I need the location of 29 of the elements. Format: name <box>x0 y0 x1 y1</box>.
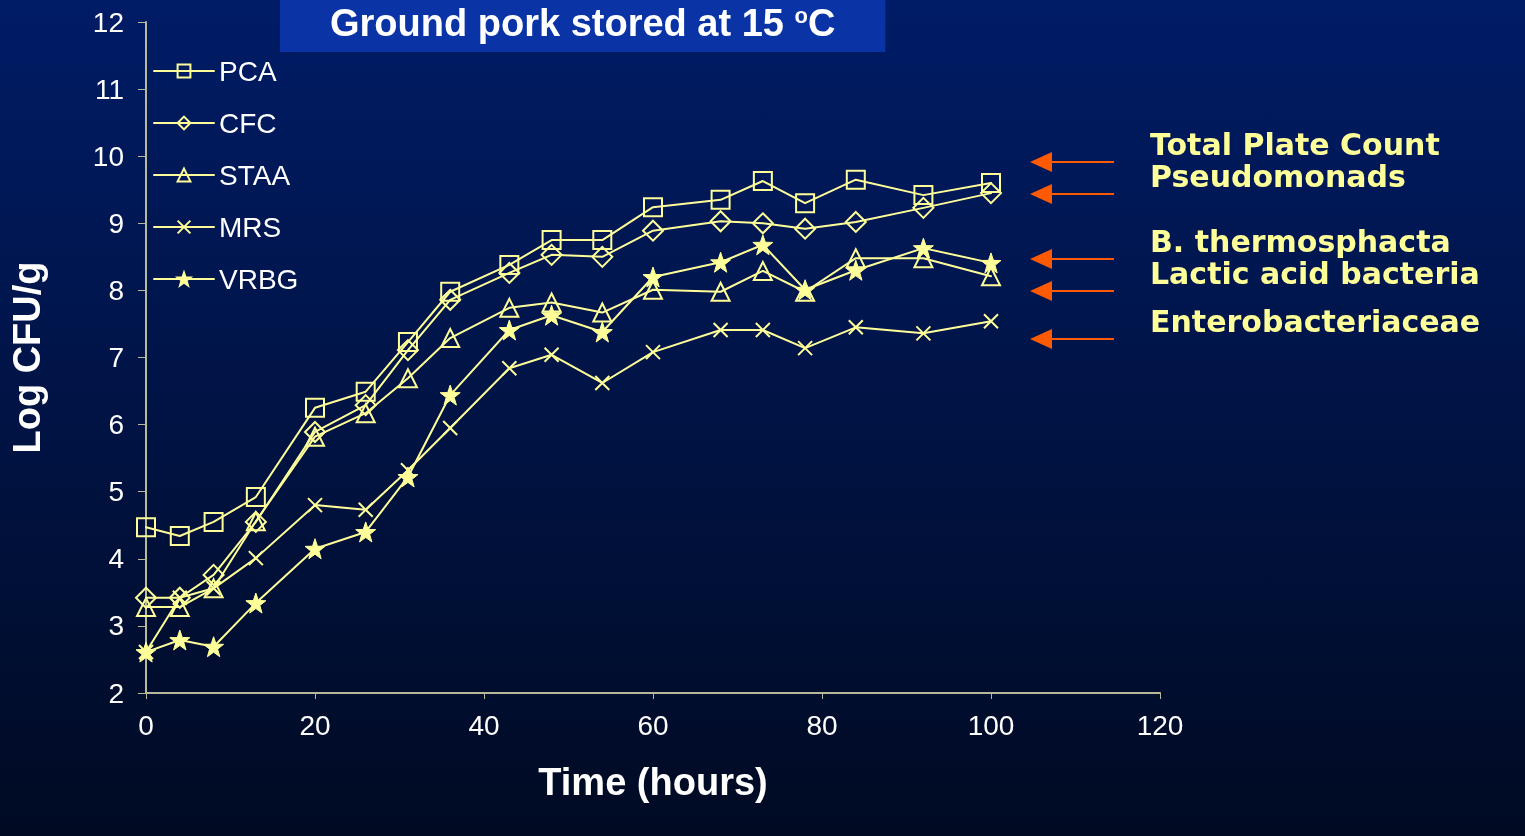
y-tick-label: 3 <box>108 610 124 642</box>
legend-label: VRBG <box>219 263 299 295</box>
x-tick-label: 60 <box>637 709 669 741</box>
legend-label: PCA <box>219 55 277 87</box>
y-tick-label: 8 <box>108 274 124 306</box>
annotation: Enterobacteriaceae <box>1150 304 1481 339</box>
annotation: B. thermosphacta <box>1150 224 1451 259</box>
y-tick-label: 12 <box>92 6 124 38</box>
y-tick-label: 4 <box>108 543 124 575</box>
x-tick-label: 80 <box>806 709 838 741</box>
y-tick-label: 6 <box>108 409 124 441</box>
legend-label: CFC <box>219 107 277 139</box>
y-tick-label: 5 <box>108 476 124 508</box>
x-tick-label: 40 <box>468 709 500 741</box>
y-tick-label: 7 <box>108 342 124 373</box>
x-tick-label: 120 <box>1136 709 1184 741</box>
y-tick-label: 10 <box>92 140 124 172</box>
legend-label: STAA <box>219 159 291 191</box>
y-tick-label: 2 <box>108 677 124 709</box>
y-tick-label: 9 <box>108 207 124 239</box>
x-axis-title: Time (hours) <box>538 761 768 803</box>
annotation: Total Plate Count <box>1150 127 1440 162</box>
x-tick-label: 20 <box>299 709 331 741</box>
x-tick-label: 100 <box>967 709 1015 741</box>
y-axis-title: Log CFU/g <box>6 261 48 454</box>
y-tick-label: 11 <box>94 73 124 105</box>
x-tick-label: 0 <box>138 709 154 741</box>
legend-label: MRS <box>219 211 282 243</box>
annotation: Pseudomonads <box>1150 159 1406 194</box>
